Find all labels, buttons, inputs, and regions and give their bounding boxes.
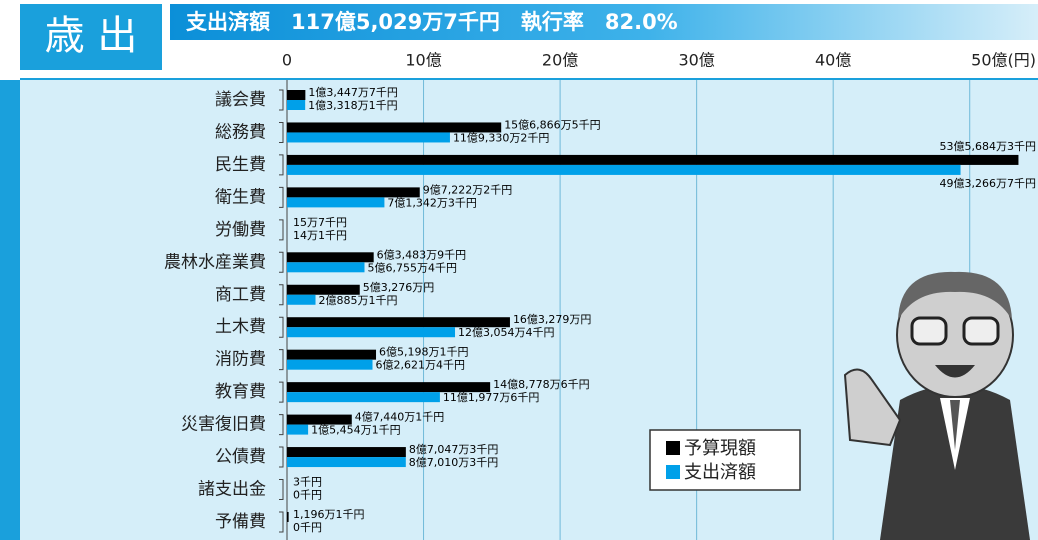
value-label: 8億7,010万3千円 bbox=[409, 456, 499, 469]
value-label: 15億6,866万5千円 bbox=[504, 118, 601, 131]
y-tick-label: 災害復旧費 bbox=[181, 415, 266, 435]
bar bbox=[287, 132, 450, 142]
value-label: 14億8,778万6千円 bbox=[493, 378, 590, 391]
bar bbox=[287, 165, 961, 175]
x-tick-label: 10億 bbox=[405, 51, 441, 70]
bar bbox=[287, 447, 406, 457]
bar bbox=[287, 512, 289, 522]
value-label: 1億3,447万7千円 bbox=[308, 86, 398, 99]
y-tick-label: 民生費 bbox=[215, 155, 266, 175]
value-label: 2億885万1千円 bbox=[319, 294, 398, 307]
value-label: 53億5,684万3千円 bbox=[940, 140, 1037, 153]
bar bbox=[287, 90, 305, 100]
value-label: 0千円 bbox=[293, 489, 322, 502]
y-tick-label: 議会費 bbox=[215, 90, 266, 110]
value-label: 6億2,621万4千円 bbox=[376, 359, 466, 372]
bar bbox=[287, 457, 406, 467]
bar bbox=[287, 350, 376, 360]
legend-swatch bbox=[666, 465, 680, 479]
legend-label: 支出済額 bbox=[684, 462, 756, 483]
x-tick-label: 0 bbox=[282, 51, 292, 70]
bar bbox=[287, 360, 373, 370]
bar bbox=[287, 155, 1018, 165]
value-label: 14万1千円 bbox=[293, 229, 347, 242]
value-label: 5億3,276万円 bbox=[363, 281, 435, 294]
value-label: 1,196万1千円 bbox=[293, 508, 365, 521]
y-tick-label: 労働費 bbox=[215, 220, 266, 240]
value-label: 11億9,330万2千円 bbox=[453, 131, 549, 144]
chart-subtitle: 支出済額 117億5,029万7千円 執行率 82.0% bbox=[186, 10, 678, 34]
value-label: 1億5,454万1千円 bbox=[311, 424, 401, 437]
chart: 歳 出 支出済額 117億5,029万7千円 執行率 82.0% 1億3,447… bbox=[0, 0, 1038, 540]
value-label: 1億3,318万1千円 bbox=[308, 99, 398, 112]
x-tick-label: 40億 bbox=[815, 51, 851, 70]
mascot-glasses bbox=[964, 318, 998, 344]
value-label: 4億7,440万1千円 bbox=[355, 411, 445, 424]
y-tick-label: 商工費 bbox=[215, 285, 266, 305]
y-tick-label: 消防費 bbox=[215, 350, 266, 370]
value-label: 9億7,222万2千円 bbox=[423, 183, 513, 196]
y-tick-label: 農林水産業費 bbox=[164, 252, 266, 272]
bar bbox=[287, 252, 374, 262]
value-label: 15万7千円 bbox=[293, 216, 347, 229]
plot-area bbox=[20, 80, 1038, 540]
x-tick-label: 30億 bbox=[678, 51, 714, 70]
x-tick-label: 20億 bbox=[542, 51, 578, 70]
bar bbox=[287, 392, 440, 402]
bar bbox=[287, 262, 364, 272]
chart-title: 歳 出 bbox=[45, 13, 138, 59]
bar bbox=[287, 425, 308, 435]
bar bbox=[287, 295, 316, 305]
value-label: 7億1,342万3千円 bbox=[387, 196, 477, 209]
legend-swatch bbox=[666, 441, 680, 455]
y-tick-label: 予備費 bbox=[215, 512, 266, 532]
mascot-glasses bbox=[912, 318, 946, 344]
value-label: 16億3,279万円 bbox=[513, 313, 592, 326]
y-tick-label: 総務費 bbox=[215, 122, 266, 142]
legend-label: 予算現額 bbox=[684, 438, 756, 459]
value-label: 8億7,047万3千円 bbox=[409, 443, 499, 456]
y-tick-label: 衛生費 bbox=[215, 187, 266, 207]
value-label: 6億5,198万1千円 bbox=[379, 346, 469, 359]
bar bbox=[287, 327, 455, 337]
value-label: 6億3,483万9千円 bbox=[377, 248, 467, 261]
side-strip bbox=[0, 80, 20, 540]
y-tick-label: 教育費 bbox=[215, 382, 266, 402]
y-tick-label: 土木費 bbox=[215, 317, 266, 337]
y-tick-label: 諸支出金 bbox=[198, 480, 266, 500]
value-label: 12億3,054万4千円 bbox=[458, 326, 554, 339]
value-label: 3千円 bbox=[293, 476, 322, 489]
bar bbox=[287, 197, 384, 207]
bar bbox=[287, 100, 305, 110]
value-label: 5億6,755万4千円 bbox=[367, 261, 457, 274]
value-label: 11億1,977万6千円 bbox=[443, 391, 540, 404]
value-label: 49億3,266万7千円 bbox=[940, 177, 1037, 190]
y-tick-label: 公債費 bbox=[215, 447, 266, 467]
value-label: 0千円 bbox=[293, 521, 322, 534]
x-tick-label: 50億(円) bbox=[971, 51, 1036, 70]
